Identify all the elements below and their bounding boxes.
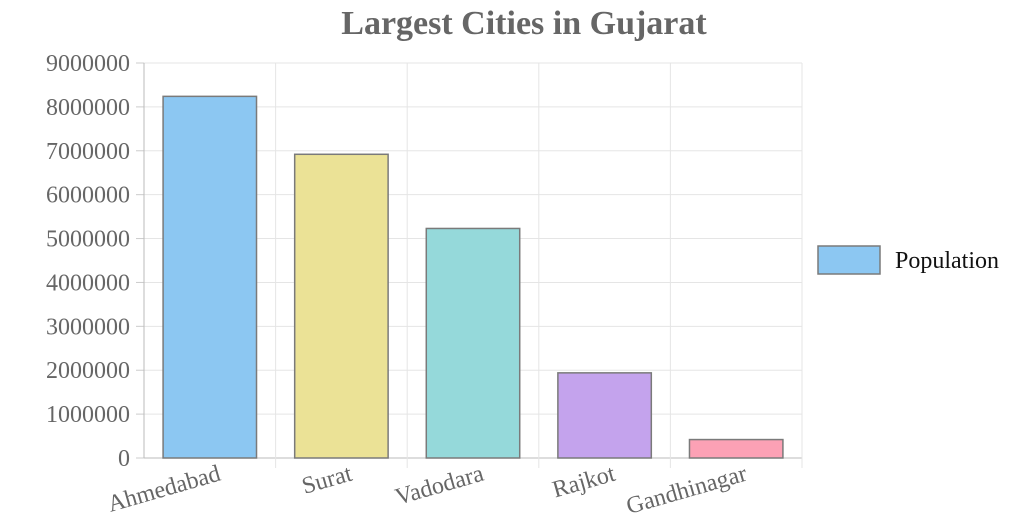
y-axis: 0 1000000 2000000 3000000 4000000 5000000 6000… bbox=[46, 51, 130, 472]
y-tick-label: 9000000 bbox=[46, 51, 130, 77]
bar-ahmedabad[interactable] bbox=[162, 95, 258, 459]
y-tick-label: 5000000 bbox=[46, 227, 130, 253]
y-tick-label: 8000000 bbox=[46, 95, 130, 121]
y-tick-label: 1000000 bbox=[46, 402, 130, 428]
bar-vadodara[interactable] bbox=[425, 227, 521, 459]
y-tick-label: 6000000 bbox=[46, 183, 130, 209]
x-tick-label: Surat bbox=[299, 461, 355, 500]
y-tick-label: 2000000 bbox=[46, 358, 130, 384]
x-axis: Ahmedabad Surat Vadodara Rajkot Gandhinagar bbox=[105, 461, 750, 520]
bar-rajkot[interactable] bbox=[557, 372, 653, 459]
bar-surat[interactable] bbox=[293, 153, 389, 459]
legend-label-population[interactable]: Population bbox=[895, 248, 999, 274]
chart-title: Largest Cities in Gujarat bbox=[341, 5, 707, 42]
x-tick-label: Rajkot bbox=[550, 461, 619, 504]
bar-gandhinagar[interactable] bbox=[688, 438, 784, 459]
legend[interactable]: Population bbox=[817, 245, 999, 275]
bars bbox=[162, 95, 784, 459]
x-tick-label: Vadodara bbox=[392, 461, 487, 511]
y-tick-label: 0 bbox=[118, 446, 130, 472]
x-tick-label: Gandhinagar bbox=[624, 461, 750, 520]
y-tick-label: 3000000 bbox=[46, 314, 130, 340]
y-tick-label: 7000000 bbox=[46, 139, 130, 165]
legend-swatch-population[interactable] bbox=[817, 245, 881, 275]
y-tick-label: 4000000 bbox=[46, 270, 130, 296]
